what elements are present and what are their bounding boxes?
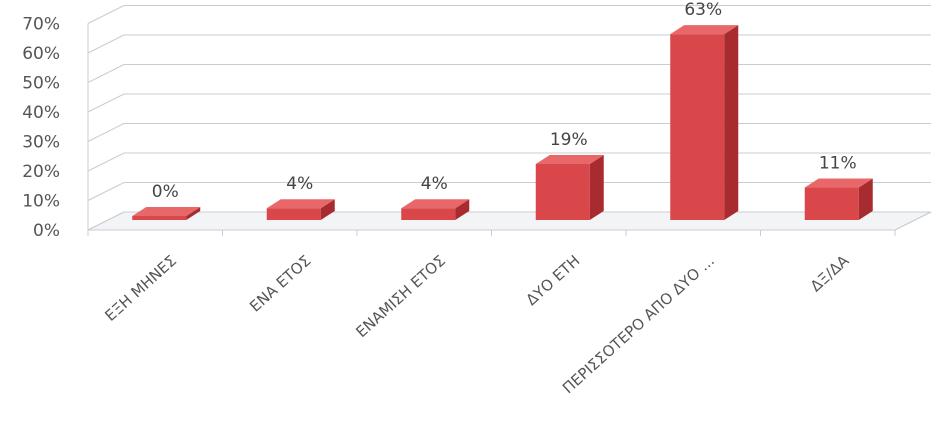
data-label: 0% xyxy=(152,182,179,202)
gridlines xyxy=(87,5,932,236)
bar xyxy=(535,154,604,220)
gridline-depth xyxy=(87,123,125,142)
y-tick-label: 10% xyxy=(22,192,60,212)
bar-top xyxy=(266,199,335,209)
bar-top xyxy=(132,207,201,216)
y-tick-label: 0% xyxy=(33,221,60,241)
bar-side xyxy=(320,199,335,220)
bar xyxy=(804,178,873,220)
data-label: 63% xyxy=(684,0,722,20)
bar-top xyxy=(804,178,873,188)
gridline-depth xyxy=(87,93,125,113)
bar-front xyxy=(266,208,321,220)
bar-front xyxy=(535,163,590,220)
bar-side xyxy=(455,199,470,220)
bar-side xyxy=(186,207,201,220)
y-tick-label: 70% xyxy=(22,15,60,35)
x-tick-label: ΕΝΑΜΙΣΗ ΕΤΟΣ xyxy=(352,252,449,342)
gridline-depth xyxy=(87,5,125,24)
bar-front xyxy=(804,187,859,220)
bar xyxy=(132,207,201,220)
x-axis-ticks: ΕΞΗ ΜΗΝΕΣ ΕΝΑ ΕΤΟΣ ΕΝΑΜΙΣΗ ΕΤΟΣ ΔΥΟ ΕΤΗΠΕΡΙ… xyxy=(101,251,853,397)
x-tick-label: ΔΞ/ΔΑ xyxy=(807,251,853,295)
bar-top xyxy=(670,25,739,35)
data-label: 4% xyxy=(286,174,313,194)
x-tick-label: ΔΥΟ ΕΤΗ xyxy=(522,252,583,309)
chart-floor xyxy=(87,211,932,231)
y-tick-label: 30% xyxy=(22,133,60,153)
bar-side xyxy=(858,178,873,220)
data-labels: 0% 4% 4% 19% 63% 11% xyxy=(152,0,857,202)
bar-front xyxy=(670,34,725,221)
bar-side xyxy=(724,25,739,221)
y-tick-label: 50% xyxy=(22,74,60,94)
gridline-depth xyxy=(87,182,125,201)
data-label: 11% xyxy=(819,154,857,174)
bar xyxy=(670,25,739,221)
bar-front xyxy=(132,216,187,220)
gridline-depth xyxy=(87,64,125,83)
bars xyxy=(132,25,873,221)
gridline-depth xyxy=(87,211,125,231)
y-tick-label: 20% xyxy=(22,162,60,182)
bar-side xyxy=(589,154,604,220)
y-tick-label: 40% xyxy=(22,103,60,123)
floor-right-edge xyxy=(894,211,932,231)
x-tick-label: ΠΕΡΙΣΣΟΤΕΡΟ ΑΠΟ ΔΥΟ ... xyxy=(559,252,718,398)
bar-top xyxy=(401,199,470,209)
y-tick-label: 60% xyxy=(22,44,60,64)
gridline-depth xyxy=(87,152,125,172)
bar-top xyxy=(535,154,604,164)
data-label: 4% xyxy=(421,174,448,194)
bar xyxy=(266,199,335,220)
bar-front xyxy=(401,208,456,220)
data-label: 19% xyxy=(550,130,588,150)
x-tick-label: ΕΞΗ ΜΗΝΕΣ xyxy=(101,252,179,325)
floor-plane xyxy=(87,211,932,231)
gridline-depth xyxy=(87,34,125,54)
bar xyxy=(401,199,470,220)
x-tick-label: ΕΝΑ ΕΤΟΣ xyxy=(246,252,314,316)
y-axis-ticks: 0% 10% 20% 30% 40% 50% 60% 70% xyxy=(22,15,60,242)
